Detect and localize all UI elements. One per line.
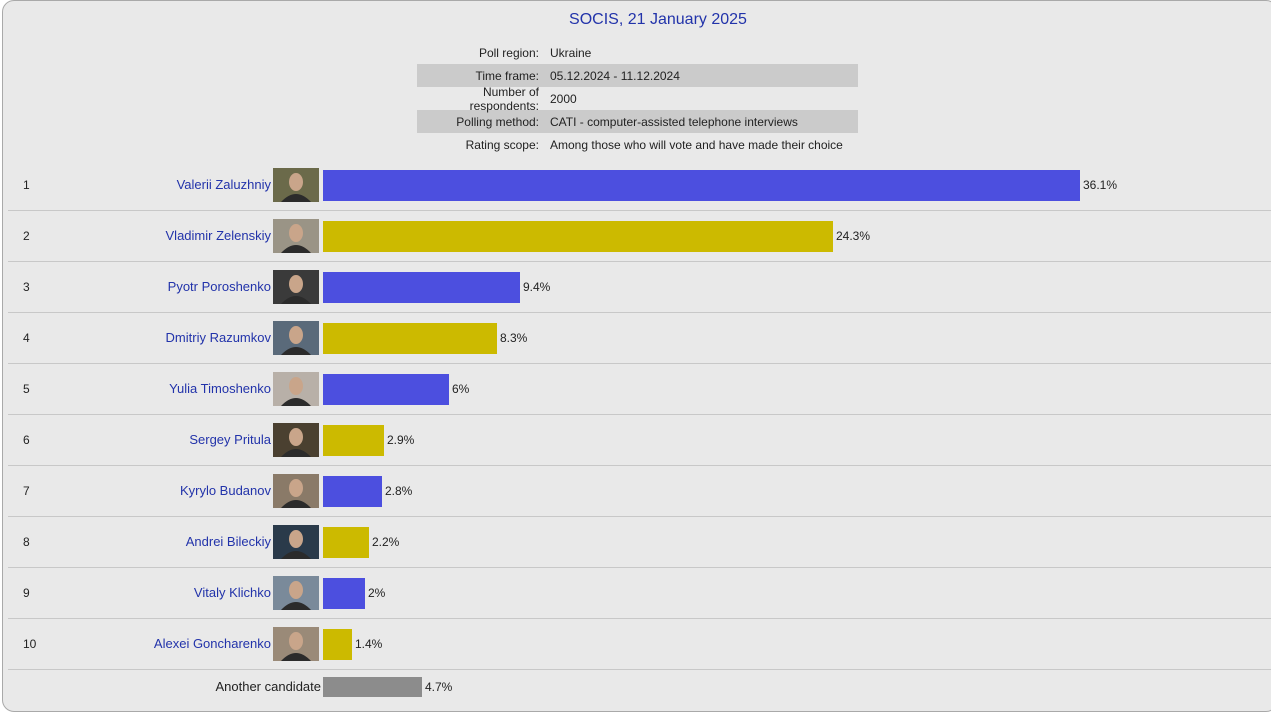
candidate-name-link[interactable]: Pyotr Poroshenko xyxy=(167,279,271,294)
meta-value: 2000 xyxy=(550,91,577,106)
value-bar xyxy=(323,677,422,697)
value-label: 1.4% xyxy=(355,637,383,651)
candidate-row: 7 Kyrylo Budanov 2.8% xyxy=(8,466,1271,517)
candidate-photo[interactable] xyxy=(273,372,319,406)
candidate-rank: 4 xyxy=(23,331,30,345)
candidate-photo[interactable] xyxy=(273,627,319,661)
meta-row-method: Polling method: CATI - computer-assisted… xyxy=(417,110,858,133)
candidate-row: 2 Vladimir Zelenskiy 24.3% xyxy=(8,211,1271,262)
value-bar xyxy=(323,578,365,609)
candidate-name-link[interactable]: Sergey Pritula xyxy=(189,432,271,447)
candidate-rank: 10 xyxy=(23,637,37,651)
value-label: 2.8% xyxy=(385,484,413,498)
value-label: 2.9% xyxy=(387,433,415,447)
value-label: 9.4% xyxy=(523,280,551,294)
candidate-row: 4 Dmitriy Razumkov 8.3% xyxy=(8,313,1271,364)
value-label: 2% xyxy=(368,586,386,600)
candidate-row: 8 Andrei Bileckiy 2.2% xyxy=(8,517,1271,568)
candidate-rank: 3 xyxy=(23,280,30,294)
candidate-photo[interactable] xyxy=(273,168,319,202)
meta-value: Ukraine xyxy=(550,45,592,60)
value-label: 24.3% xyxy=(836,229,871,243)
meta-row-respondents: Number of respondents: 2000 xyxy=(417,84,858,113)
value-bar xyxy=(323,170,1080,201)
candidate-row: 9 Vitaly Klichko 2% xyxy=(8,568,1271,619)
candidate-name: Another candidate xyxy=(215,679,321,694)
poll-meta-table: Poll region: Ukraine Time frame: 05.12.2… xyxy=(417,41,858,156)
candidate-rank: 9 xyxy=(23,586,30,600)
value-label: 2.2% xyxy=(372,535,400,549)
value-bar xyxy=(323,374,449,405)
candidate-rank: 2 xyxy=(23,229,30,243)
meta-row-scope: Rating scope: Among those who will vote … xyxy=(417,133,858,156)
candidate-row: 6 Sergey Pritula 2.9% xyxy=(8,415,1271,466)
value-bar xyxy=(323,629,352,660)
candidate-row: 10 Alexei Goncharenko 1.4% xyxy=(8,619,1271,670)
value-label: 36.1% xyxy=(1083,178,1118,192)
meta-value: Among those who will vote and have made … xyxy=(550,137,843,152)
candidate-row: 1 Valerii Zaluzhniy 36.1% xyxy=(8,160,1271,211)
value-bar xyxy=(323,272,520,303)
candidate-rank: 1 xyxy=(23,178,30,192)
value-bar xyxy=(323,323,497,354)
meta-value: CATI - computer-assisted telephone inter… xyxy=(550,114,798,129)
candidate-photo[interactable] xyxy=(273,219,319,253)
candidate-photo[interactable] xyxy=(273,423,319,457)
poll-title: SOCIS, 21 January 2025 xyxy=(569,11,747,28)
candidate-name-link[interactable]: Vitaly Klichko xyxy=(193,585,271,600)
candidate-photo[interactable] xyxy=(273,474,319,508)
meta-key: Rating scope: xyxy=(465,137,539,152)
value-bar xyxy=(323,527,369,558)
candidate-name-link[interactable]: Alexei Goncharenko xyxy=(153,636,271,651)
candidate-rank: 8 xyxy=(23,535,30,549)
candidate-rank: 7 xyxy=(23,484,30,498)
candidate-row: 3 Pyotr Poroshenko 9.4% xyxy=(8,262,1271,313)
candidate-photo[interactable] xyxy=(273,270,319,304)
candidate-name-link[interactable]: Andrei Bileckiy xyxy=(185,534,271,549)
other-candidate-row: Another candidate 4.7% xyxy=(8,670,1271,710)
meta-key: Number of respondents: xyxy=(469,84,539,113)
candidate-name-link[interactable]: Vladimir Zelenskiy xyxy=(165,228,271,243)
candidate-row: 5 Yulia Timoshenko 6% xyxy=(8,364,1271,415)
meta-row-region: Poll region: Ukraine xyxy=(417,41,858,64)
value-bar xyxy=(323,476,382,507)
value-bar xyxy=(323,425,384,456)
value-label: 4.7% xyxy=(425,680,453,694)
meta-value: 05.12.2024 - 11.12.2024 xyxy=(550,68,680,83)
candidate-photo[interactable] xyxy=(273,576,319,610)
value-label: 6% xyxy=(452,382,470,396)
candidate-rank: 5 xyxy=(23,382,30,396)
candidate-photo[interactable] xyxy=(273,321,319,355)
meta-row-timeframe: Time frame: 05.12.2024 - 11.12.2024 xyxy=(417,64,858,87)
value-label: 8.3% xyxy=(500,331,528,345)
meta-key: Time frame: xyxy=(475,68,539,83)
candidate-photo[interactable] xyxy=(273,525,319,559)
candidate-name-link[interactable]: Kyrylo Budanov xyxy=(179,483,271,498)
meta-key: Polling method: xyxy=(456,114,539,129)
candidate-name-link[interactable]: Valerii Zaluzhniy xyxy=(176,177,271,192)
candidate-rank: 6 xyxy=(23,433,30,447)
candidate-name-link[interactable]: Yulia Timoshenko xyxy=(169,381,271,396)
meta-key: Poll region: xyxy=(478,45,539,60)
value-bar xyxy=(323,221,833,252)
candidate-rating-chart: 1 Valerii Zaluzhniy 36.1% 2 Vladimir Zelensk… xyxy=(8,160,1271,710)
candidate-name-link[interactable]: Dmitriy Razumkov xyxy=(165,330,271,345)
